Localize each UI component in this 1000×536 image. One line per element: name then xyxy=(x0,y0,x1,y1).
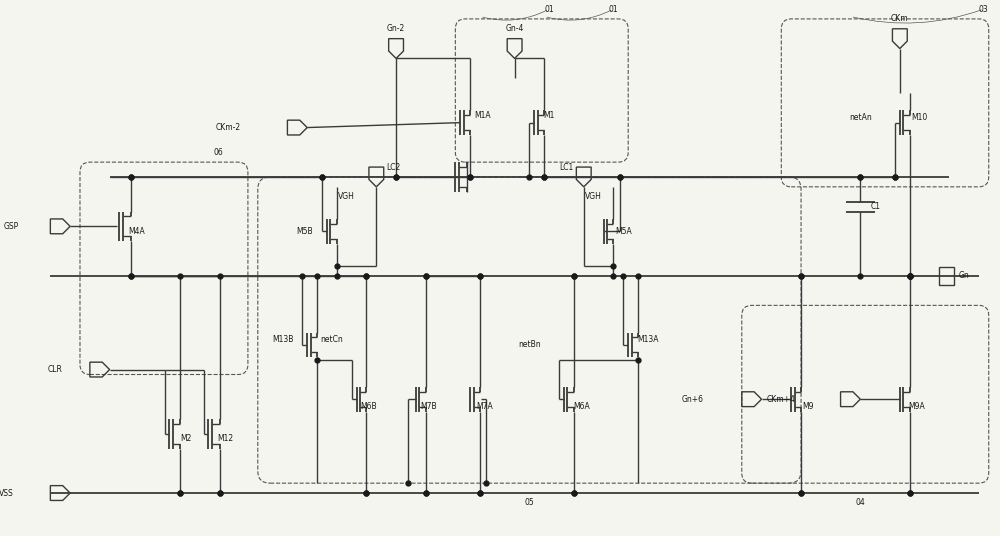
Text: netAn: netAn xyxy=(849,113,872,122)
Text: 03: 03 xyxy=(979,4,989,13)
Text: 01: 01 xyxy=(609,4,618,13)
Text: M12: M12 xyxy=(218,434,234,443)
Text: M9: M9 xyxy=(803,402,814,411)
Text: VGH: VGH xyxy=(585,192,602,201)
Text: CLR: CLR xyxy=(48,365,63,374)
Text: 06: 06 xyxy=(213,148,223,157)
Text: M13B: M13B xyxy=(272,336,293,345)
Text: M5A: M5A xyxy=(615,227,632,236)
Text: M13A: M13A xyxy=(637,336,659,345)
Text: 05: 05 xyxy=(525,498,534,508)
Text: VGH: VGH xyxy=(338,192,355,201)
Text: M10: M10 xyxy=(911,113,928,122)
Text: M7A: M7A xyxy=(477,402,493,411)
Text: M9A: M9A xyxy=(909,402,925,411)
Text: M5B: M5B xyxy=(296,227,313,236)
Text: CKm+4: CKm+4 xyxy=(767,394,796,404)
Text: M1A: M1A xyxy=(474,111,491,120)
Text: CKm: CKm xyxy=(891,14,909,24)
Text: M7B: M7B xyxy=(420,402,436,411)
Text: Gn-4: Gn-4 xyxy=(505,24,524,33)
Text: 04: 04 xyxy=(855,498,865,508)
Text: M1: M1 xyxy=(543,111,555,120)
Text: Gn+6: Gn+6 xyxy=(681,394,703,404)
Text: GSP: GSP xyxy=(3,222,18,231)
Text: LC2: LC2 xyxy=(386,162,401,172)
Text: Gn: Gn xyxy=(959,271,969,280)
Text: netBn: netBn xyxy=(518,340,541,349)
Text: M6B: M6B xyxy=(361,402,377,411)
Text: VSS: VSS xyxy=(0,488,13,497)
Text: M4A: M4A xyxy=(128,227,145,236)
Text: Gn-2: Gn-2 xyxy=(387,24,405,33)
Text: CKm-2: CKm-2 xyxy=(216,123,241,132)
Text: LC1: LC1 xyxy=(559,162,574,172)
Text: netCn: netCn xyxy=(320,336,343,345)
Text: 01: 01 xyxy=(544,4,554,13)
Text: M2: M2 xyxy=(180,434,192,443)
Text: M6A: M6A xyxy=(573,402,590,411)
Text: C1: C1 xyxy=(870,202,880,211)
